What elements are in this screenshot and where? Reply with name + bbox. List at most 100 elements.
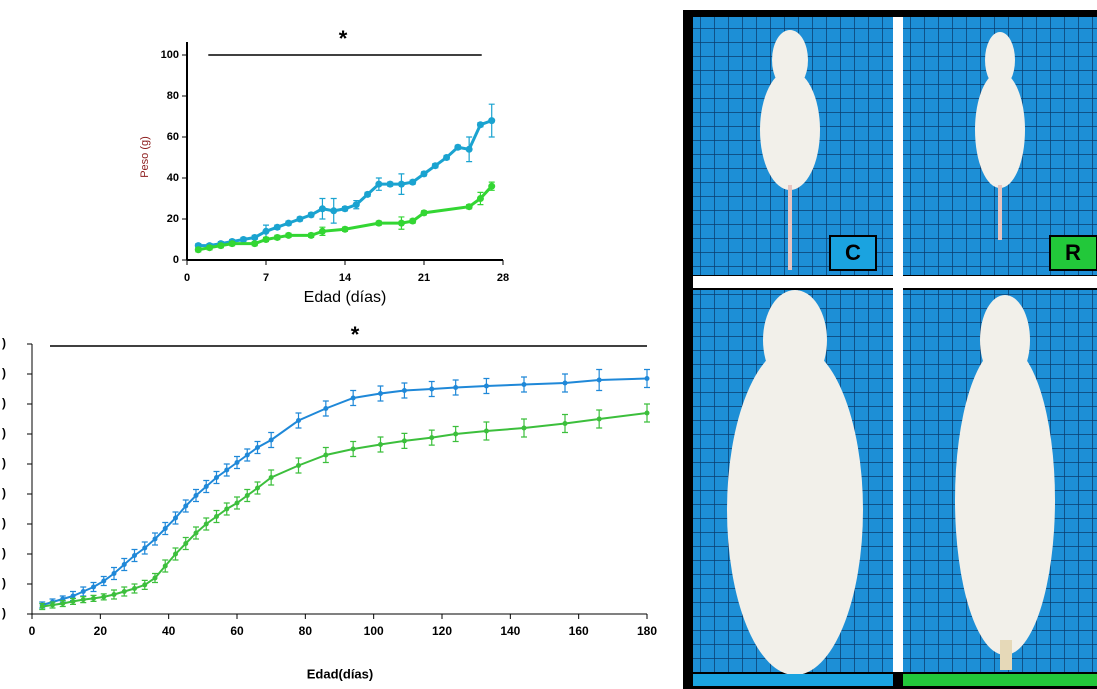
data-point [255, 485, 260, 491]
y-tick-label: 80 [167, 90, 179, 102]
data-point [203, 484, 209, 489]
y-tick-label: ) [2, 576, 6, 590]
x-tick-label: 21 [418, 272, 430, 284]
data-point [142, 545, 148, 551]
y-tick-label: 100 [161, 49, 179, 61]
data-point [296, 463, 301, 468]
x-tick-label: 0 [29, 624, 36, 638]
data-point [239, 236, 247, 243]
data-point [488, 117, 496, 125]
data-point [323, 452, 329, 458]
y-tick-label: 0 [173, 254, 179, 266]
data-point [409, 217, 417, 225]
data-point [91, 584, 96, 590]
y-tick-label: ) [2, 606, 6, 620]
data-point [251, 233, 259, 241]
data-point [111, 592, 117, 597]
data-point [224, 506, 230, 512]
data-point [203, 521, 209, 527]
photo-panel: C R [683, 10, 1097, 689]
data-point [318, 205, 326, 213]
data-point [255, 445, 260, 450]
data-point [162, 526, 168, 531]
x-tick-label: 0 [184, 272, 190, 284]
data-point [162, 563, 168, 569]
data-point [465, 145, 473, 153]
x-axis-label: Edad(días) [307, 666, 373, 681]
x-tick-label: 120 [432, 624, 452, 638]
data-point [60, 601, 66, 606]
data-point [397, 219, 405, 227]
x-tick-label: 20 [94, 624, 108, 638]
x-tick-label: 140 [500, 624, 520, 638]
data-point [476, 121, 484, 129]
data-point [562, 421, 568, 426]
data-point [307, 211, 315, 219]
y-tick-label: 20 [167, 213, 179, 225]
x-tick-label: 160 [569, 624, 589, 638]
data-point [152, 536, 158, 542]
x-tick-label: 14 [339, 272, 352, 284]
data-point [350, 395, 356, 401]
data-point [273, 223, 281, 231]
data-point [483, 428, 489, 434]
y-tick-label: ) [2, 426, 6, 440]
data-point [521, 425, 527, 431]
data-point [194, 246, 202, 254]
data-point [251, 240, 259, 248]
data-point [101, 594, 107, 600]
x-tick-label: 60 [230, 624, 244, 638]
data-point [431, 162, 439, 170]
data-point [244, 493, 250, 498]
data-point [173, 515, 178, 521]
data-point [50, 602, 55, 608]
data-point [488, 182, 496, 190]
data-point [193, 530, 199, 536]
data-point [244, 452, 250, 458]
y-tick-label: 60 [167, 131, 179, 143]
data-point [644, 376, 650, 381]
y-tick-label: ) [2, 336, 6, 350]
y-tick-label: 40 [167, 172, 179, 184]
y-axis-label: Peso (g) [139, 136, 151, 178]
data-point [476, 195, 484, 202]
data-point [318, 227, 326, 235]
y-tick-label: ) [2, 546, 6, 560]
data-point [350, 446, 356, 452]
data-point [268, 437, 274, 443]
x-tick-label: 7 [263, 272, 269, 284]
data-point [596, 377, 602, 383]
x-tick-label: 40 [162, 624, 176, 638]
data-point [307, 231, 315, 239]
data-point [206, 244, 214, 252]
data-point [70, 593, 76, 599]
data-point [273, 233, 281, 241]
x-tick-label: 180 [637, 624, 657, 638]
data-point [443, 154, 451, 161]
data-point [401, 438, 407, 444]
y-tick-label: ) [2, 396, 6, 410]
data-point [296, 418, 301, 423]
mouse [727, 30, 1055, 675]
data-point [465, 203, 473, 211]
data-point [386, 180, 394, 188]
data-point [183, 541, 189, 546]
data-point [397, 180, 405, 188]
data-point [352, 201, 360, 209]
data-point [70, 598, 76, 604]
annotation: * [351, 322, 360, 347]
data-point [378, 391, 383, 396]
data-point [453, 385, 459, 390]
data-point [323, 406, 329, 411]
data-point [80, 597, 86, 603]
data-point [132, 586, 137, 591]
data-point [401, 388, 407, 393]
data-point [121, 589, 127, 594]
data-point [173, 551, 178, 557]
data-point [234, 500, 240, 506]
data-point [80, 589, 86, 594]
data-point [429, 435, 435, 441]
data-point [409, 178, 417, 186]
photo-label: C [845, 240, 861, 265]
